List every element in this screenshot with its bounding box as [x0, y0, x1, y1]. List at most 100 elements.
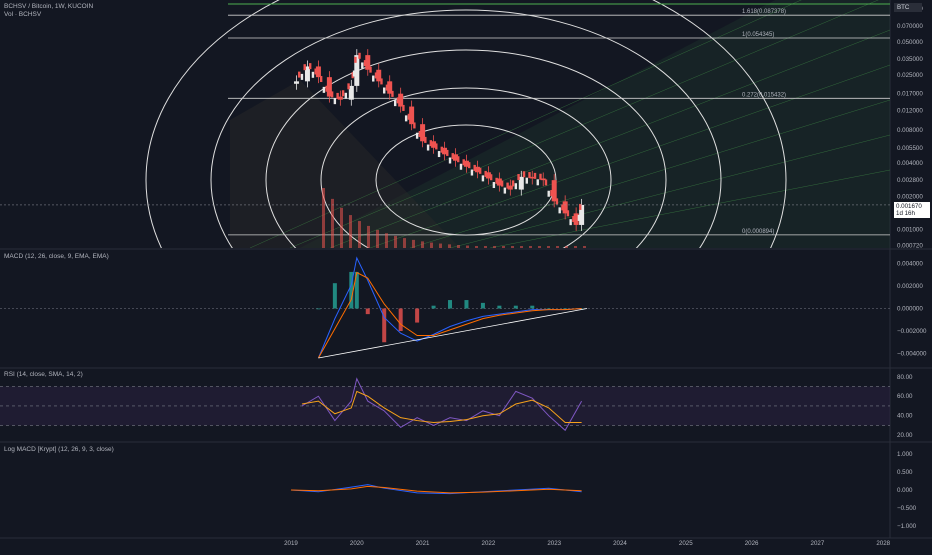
candle-body	[473, 164, 476, 171]
candles-group	[293, 49, 585, 231]
price-tick-label: 0.012000	[897, 107, 923, 114]
macd-legend[interactable]: MACD (12, 26, close, 9, EMA, EMA)	[4, 253, 109, 260]
volume-bar	[358, 221, 361, 248]
volume-bar	[493, 246, 496, 248]
fib-circle	[320, 87, 612, 248]
fib-circle	[145, 0, 787, 248]
volume-bar	[574, 246, 577, 248]
macd-histogram-bar	[382, 308, 387, 343]
candle-body	[572, 216, 575, 223]
log-macd-tick-label: 1.000	[897, 451, 913, 458]
time-tick-label: 2019	[284, 540, 298, 547]
macd-histogram-bar	[480, 302, 485, 309]
price-tick-label: 0.008000	[897, 127, 923, 134]
candle-body	[451, 153, 454, 160]
candle-body	[496, 178, 502, 186]
candle-body	[393, 100, 397, 107]
rsi-tick-label: 80.00	[897, 374, 913, 381]
candle-body	[380, 78, 383, 85]
price-tick-label: 0.001000	[897, 227, 923, 234]
candle-body	[517, 174, 520, 181]
candle-body	[363, 60, 367, 67]
volume-bar	[448, 244, 451, 248]
volume-bar	[475, 245, 478, 248]
volume-bar	[511, 246, 514, 248]
price-tick-label: 0.025000	[897, 72, 923, 79]
candle-body	[344, 92, 348, 99]
last-price-value: 0.001670	[896, 203, 922, 210]
time-tick-label: 2021	[416, 540, 430, 547]
candle-body	[514, 183, 518, 190]
candle-body	[347, 83, 350, 90]
candle-body	[576, 213, 579, 220]
candle-body	[409, 106, 415, 125]
volume-bar	[565, 246, 568, 248]
candle-body	[300, 73, 304, 80]
log-macd-tick-label: −0.500	[897, 505, 917, 512]
candle-body	[573, 213, 579, 225]
fib-fan-line	[289, 0, 879, 248]
candle-body	[407, 113, 411, 120]
candle-body	[365, 55, 371, 70]
fib-shade-area	[300, 0, 890, 248]
price-tick-label: 0.035000	[897, 56, 923, 63]
volume-bar	[484, 246, 487, 248]
price-tick-label: 0.005500	[897, 145, 923, 152]
candle-body	[322, 86, 326, 93]
candle-body	[495, 177, 498, 184]
macd-histogram-bar	[431, 305, 436, 309]
time-tick-label: 2023	[547, 540, 561, 547]
volume-bar	[421, 241, 424, 248]
candle-body	[424, 136, 427, 143]
symbol-legend[interactable]: BCHSV / Bitcoin, 1W, KUCOIN	[4, 3, 94, 10]
candle-body	[404, 115, 408, 122]
volume-bar	[322, 188, 325, 248]
fib-fan-line	[249, 0, 802, 248]
price-tick-label: 0.002000	[897, 193, 923, 200]
macd-histogram-bar	[513, 305, 518, 309]
candle-body	[500, 180, 504, 187]
rsi-tick-label: 40.00	[897, 413, 913, 420]
fib-fan-line	[329, 29, 890, 248]
candle-body	[337, 96, 343, 100]
macd-line	[317, 256, 582, 359]
candle-body	[569, 219, 572, 226]
candle-body	[374, 72, 378, 79]
macd-tick-label: 0.002000	[897, 283, 923, 290]
price-tick-label: 0.000720	[897, 242, 923, 249]
candle-body	[506, 182, 509, 189]
macd-histogram-bar	[497, 305, 502, 309]
macd-tick-label: −0.002000	[897, 328, 927, 335]
log-macd-tick-label: 0.500	[897, 469, 913, 476]
candle-body	[492, 182, 496, 189]
log-macd-legend[interactable]: Log MACD [Krypt] (12, 26, 9, 3, close)	[4, 446, 114, 453]
candle-body	[385, 84, 389, 91]
fib-level-label: 1.618(0.087378)	[742, 9, 786, 15]
rsi-line	[301, 377, 583, 432]
volume-bar	[367, 225, 370, 248]
volume-bar	[349, 215, 352, 248]
volume-legend[interactable]: Vol · BCHSV	[4, 11, 42, 18]
candle-body	[446, 149, 449, 156]
fib-fan-line	[369, 64, 890, 248]
macd-histogram-bar	[365, 308, 370, 315]
price-tick-label: 0.017000	[897, 91, 923, 98]
candle-body	[314, 68, 317, 75]
fib-circle	[265, 49, 667, 248]
candle-body	[453, 154, 458, 161]
time-tick-label: 2024	[613, 540, 627, 547]
candle-body	[440, 146, 443, 153]
rsi-legend[interactable]: RSI (14, close, SMA, 14, 2)	[4, 371, 83, 378]
candle-body	[566, 210, 570, 217]
candle-body	[308, 63, 312, 70]
candle-body	[437, 151, 441, 158]
time-tick-label: 2028	[876, 540, 890, 547]
price-tick-label: 0.004000	[897, 160, 923, 167]
macd-tick-label: 0.000000	[897, 306, 923, 313]
candle-body	[387, 81, 393, 94]
candle-body	[330, 91, 334, 98]
candle-body	[413, 122, 416, 129]
candle-body	[468, 162, 471, 169]
